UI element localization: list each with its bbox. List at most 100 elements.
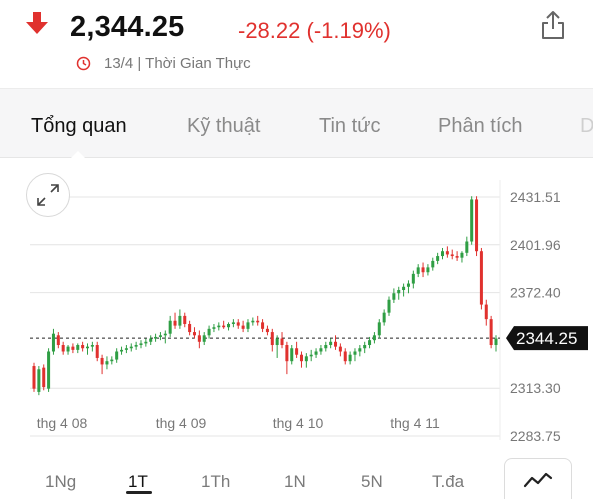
candle-body <box>100 357 104 365</box>
range-max[interactable]: T.đa <box>432 472 465 491</box>
candle-body <box>163 333 167 336</box>
tab-more[interactable]: D <box>580 115 593 137</box>
y-tick-label: 2283.75 <box>510 428 561 444</box>
candle-body <box>475 199 479 252</box>
candle-body <box>217 325 221 328</box>
candle-body <box>61 345 65 352</box>
price-change: -28.22 (-1.19%) <box>238 18 391 43</box>
candle-body <box>178 315 182 326</box>
tab-indicator <box>71 151 85 158</box>
candle-body <box>416 267 420 274</box>
candle-body <box>304 356 308 362</box>
candle-body <box>445 251 449 255</box>
candle-body <box>353 351 357 355</box>
candle-body <box>192 332 196 336</box>
tab-technical[interactable]: Kỹ thuật <box>187 115 261 137</box>
clock-icon <box>76 56 91 71</box>
candle-body <box>309 354 313 357</box>
candle-body <box>319 348 323 352</box>
candle-body <box>124 348 128 350</box>
candle-body <box>261 322 265 329</box>
candle-body <box>241 325 245 329</box>
candle-body <box>455 256 459 258</box>
candle-body <box>90 345 94 347</box>
candle-body <box>377 322 381 336</box>
candle-body <box>368 340 372 346</box>
candle-body <box>314 351 318 355</box>
x-tick-label: thg 4 09 <box>156 415 207 431</box>
candle-body <box>411 273 415 284</box>
candle-body <box>76 345 80 350</box>
candle-body <box>265 328 269 333</box>
candle-body <box>251 320 255 323</box>
x-tick-label: thg 4 10 <box>273 415 324 431</box>
candle-body <box>56 335 60 346</box>
candle-body <box>105 361 109 365</box>
range-1-month[interactable]: 1Th <box>201 472 231 491</box>
candle-body <box>246 322 250 329</box>
candle-body <box>280 338 284 346</box>
range-1-year[interactable]: 1N <box>284 472 306 491</box>
candle-body <box>144 341 148 344</box>
candle-body <box>334 341 338 347</box>
candle-body <box>139 343 143 346</box>
candle-body <box>479 251 483 305</box>
candle-body <box>440 251 445 257</box>
last-price-label: 2344.25 <box>516 329 577 348</box>
candle-body <box>173 320 177 326</box>
candle-body <box>37 369 41 392</box>
tab-bar: Tổng quan Kỹ thuật Tin tức Phân tích D <box>0 88 593 158</box>
expand-icon <box>37 184 59 206</box>
market-status-subtitle: 13/4 | Thời Gian Thực <box>104 55 251 72</box>
candle-body <box>202 335 206 342</box>
y-tick-label: 2431.51 <box>510 189 561 205</box>
candle-body <box>149 338 153 342</box>
tab-analysis[interactable]: Phân tích <box>438 115 523 137</box>
candle-body <box>51 333 55 352</box>
candle-body <box>494 338 498 346</box>
candle-body <box>236 322 240 326</box>
candle-body <box>397 290 401 294</box>
candle-body <box>71 346 75 350</box>
candle-body <box>285 345 289 362</box>
candle-body <box>426 267 430 273</box>
range-5-year[interactable]: 5N <box>361 472 383 491</box>
candle-body <box>470 199 474 242</box>
candle-body <box>275 338 279 346</box>
candle-body <box>431 260 435 268</box>
share-icon[interactable] <box>540 10 566 40</box>
candle-body <box>270 332 274 346</box>
candle-body <box>227 323 231 328</box>
candle-body <box>188 323 192 333</box>
range-indicator <box>126 491 152 494</box>
candle-body <box>450 254 454 257</box>
price-chart[interactable]: 2431.51 2401.96 2372.40 2313.30 2283.75 thg … <box>0 157 593 457</box>
y-tick-label: 2372.40 <box>510 285 561 301</box>
x-tick-label: thg 4 08 <box>37 415 88 431</box>
x-tick-label: thg 4 11 <box>390 415 440 431</box>
candle-body <box>324 345 328 349</box>
candle-body <box>207 328 211 336</box>
candle-body <box>421 267 425 273</box>
chart-type-button[interactable] <box>504 458 572 499</box>
candle-body <box>134 345 138 347</box>
candle-body <box>115 351 119 360</box>
candle-body <box>197 335 201 342</box>
candle-body <box>120 349 124 352</box>
tab-news[interactable]: Tin tức <box>319 115 381 137</box>
expand-chart-button[interactable] <box>26 173 70 217</box>
candle-body <box>81 345 85 349</box>
candle-body <box>465 241 469 253</box>
candle-body <box>436 256 440 261</box>
candle-body <box>212 327 216 329</box>
candle-body <box>129 346 133 349</box>
candle-body <box>348 354 352 362</box>
tab-overview[interactable]: Tổng quan <box>31 115 127 137</box>
candle-body <box>363 345 367 349</box>
range-1-week[interactable]: 1T <box>128 472 148 491</box>
range-1-day[interactable]: 1Ng <box>45 472 77 491</box>
candle-body <box>110 359 114 362</box>
candle-body <box>387 299 391 313</box>
candle-body <box>343 351 347 362</box>
y-tick-label: 2401.96 <box>510 237 561 253</box>
